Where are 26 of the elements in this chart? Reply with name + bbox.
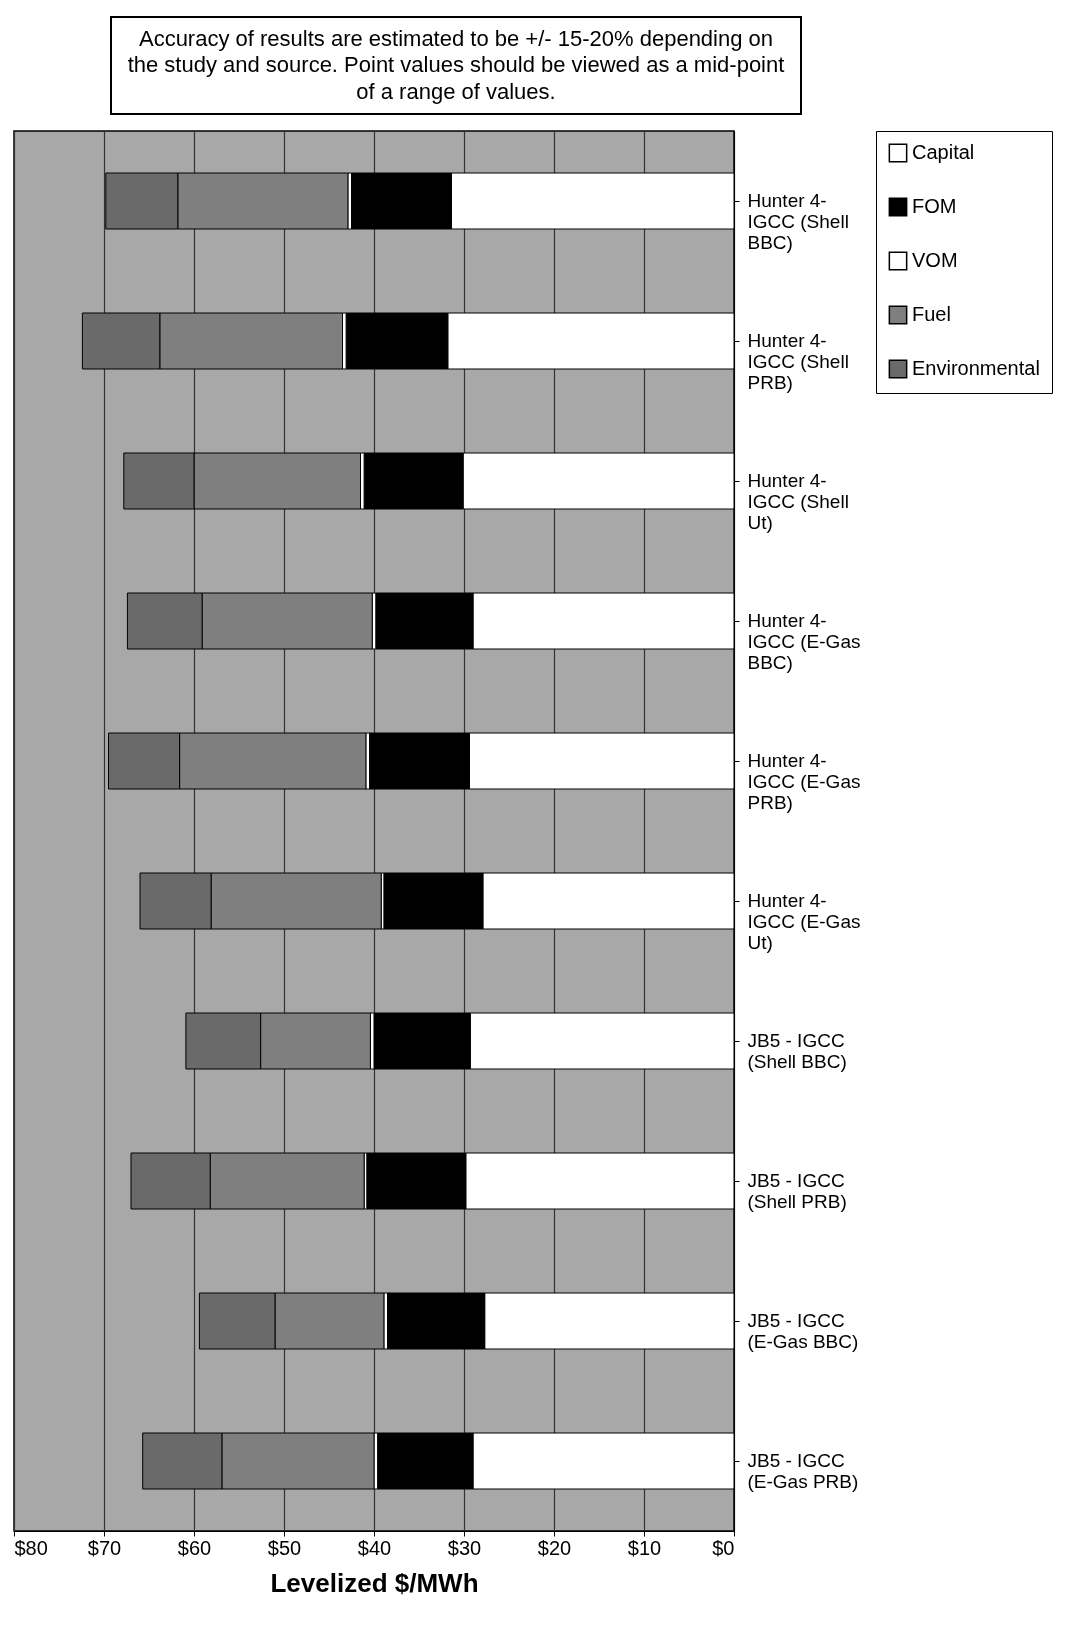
x-tick-label: $20	[537, 1536, 572, 1559]
x-tick-label: $40	[357, 1536, 392, 1559]
legend-label: FOM	[912, 195, 957, 218]
x-axis-title: Levelized $/MWh	[270, 1567, 479, 1598]
x-tick-label: $60	[177, 1536, 212, 1559]
text: Accuracy of results are estimated to be +/- 15-20% depending on the study and source. Point values should be viewed as a mid-point of a range of values.	[110, 16, 802, 116]
x-tick-label: $0	[712, 1536, 735, 1559]
y-tick-label: Hunter 4-IGCC (Shell PRB)	[747, 330, 849, 394]
y-tick-label: Hunter 4-IGCC (E-Gas BBC)	[747, 610, 861, 674]
y-tick-label: JB5 - IGCC (Shell BBC)	[747, 1030, 847, 1073]
legend-label: VOM	[912, 249, 958, 272]
y-tick-label: JB5 - IGCC (E-Gas BBC)	[747, 1310, 859, 1353]
x-tick-label: $30	[447, 1536, 482, 1559]
y-tick-label: Hunter 4-IGCC (E-Gas PRB)	[747, 750, 861, 814]
legend-label: Environmental	[912, 357, 1040, 380]
x-tick-label: $10	[627, 1536, 662, 1559]
y-tick-label: Hunter 4-IGCC (E-Gas Ut)	[747, 890, 861, 954]
y-tick-label: Hunter 4-IGCC (Shell Ut)	[747, 470, 849, 534]
x-tick-label: $50	[267, 1536, 302, 1559]
y-tick-label: JB5 - IGCC (Shell PRB)	[747, 1170, 847, 1213]
y-tick-label: JB5 - IGCC (E-Gas PRB)	[747, 1450, 859, 1493]
y-tick-label: Hunter 4-IGCC (Shell BBC)	[747, 190, 849, 254]
legend-label: Fuel	[912, 303, 951, 326]
legend-label: Capital	[912, 141, 975, 164]
x-tick-label: $80	[14, 1536, 48, 1559]
x-tick-label: $70	[87, 1536, 122, 1559]
